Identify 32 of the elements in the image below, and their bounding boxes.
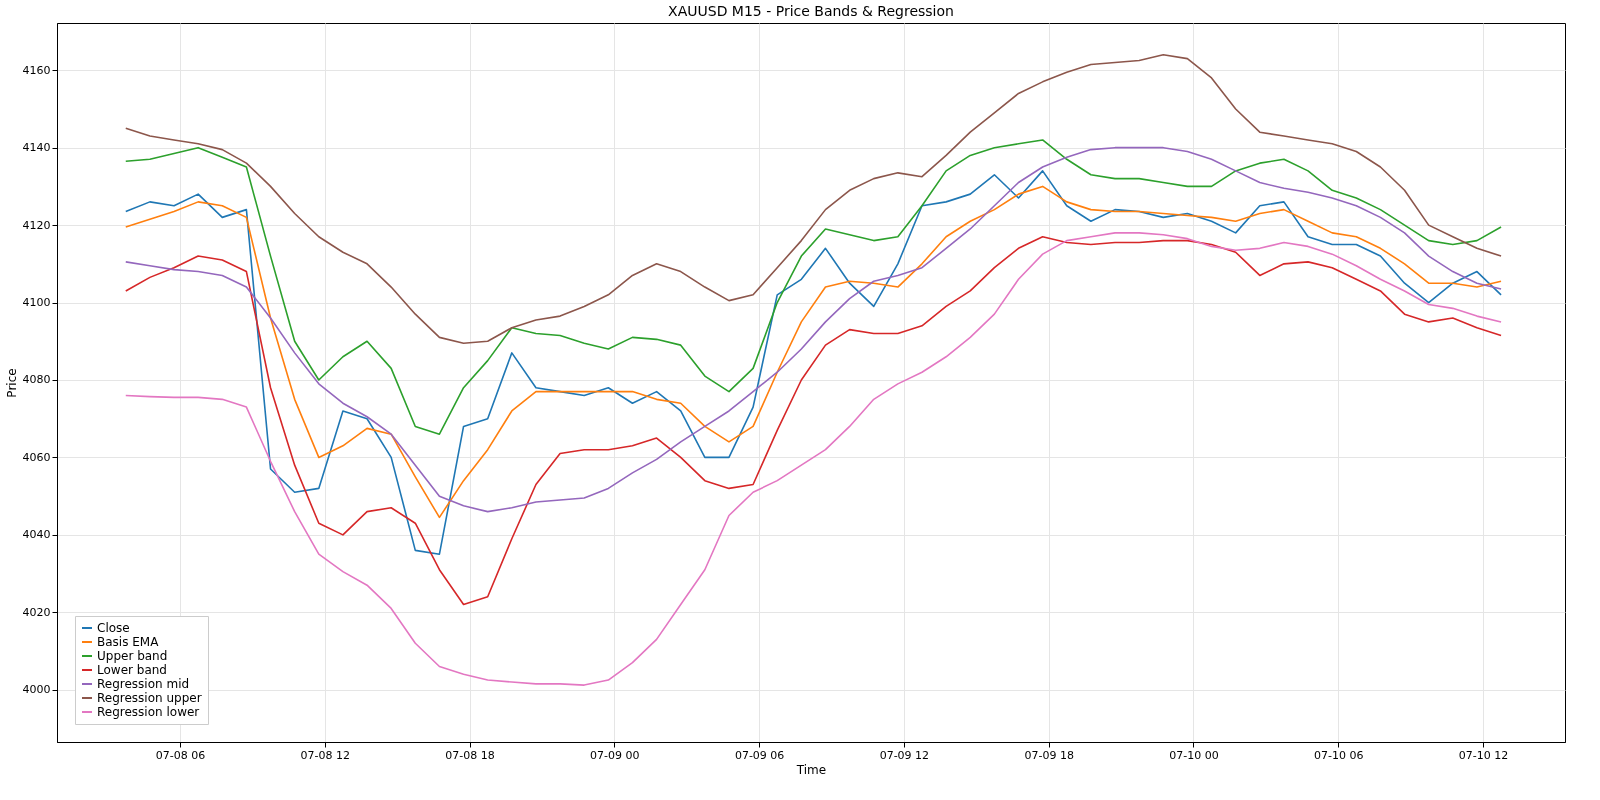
legend-label: Close [97, 621, 130, 635]
legend-label: Upper band [97, 649, 168, 663]
y-tick-label: 4020 [22, 605, 51, 619]
y-tick-label: 4060 [22, 450, 51, 464]
x-tick-label: 07-10 06 [1313, 748, 1364, 762]
x-tick-label: 07-09 06 [734, 748, 785, 762]
y-tick-label: 4120 [22, 218, 51, 232]
y-tick-label: 4160 [22, 63, 51, 77]
x-tick-label: 07-09 00 [590, 748, 640, 762]
y-tick-label: 4080 [22, 373, 51, 387]
y-tick-label: 4140 [22, 141, 51, 155]
chart-title: XAUUSD M15 - Price Bands & Regression [668, 3, 954, 19]
x-tick-label: 07-09 12 [879, 748, 930, 762]
x-tick-label: 07-10 12 [1458, 748, 1509, 762]
x-tick-label: 07-08 18 [445, 748, 495, 762]
line-series [124, 235, 1502, 606]
y-axis-title: Price [4, 368, 19, 398]
x-tick-label: 07-08 06 [155, 748, 206, 762]
x-tick-label: 07-09 18 [1024, 748, 1074, 762]
legend-label: Regression upper [97, 691, 202, 705]
line-series [124, 53, 1502, 344]
legend-label: Basis EMA [97, 635, 160, 649]
y-tick-label: 4100 [22, 296, 51, 310]
x-tick-label: 07-10 00 [1169, 748, 1219, 762]
y-tick-label: 4000 [22, 683, 51, 697]
legend-label: Regression mid [97, 677, 190, 691]
x-tick-label: 07-08 12 [300, 748, 351, 762]
y-tick-label: 4040 [22, 528, 51, 542]
x-axis-title: Time [795, 762, 827, 777]
legend-label: Lower band [97, 663, 167, 677]
line-series [124, 139, 1502, 435]
legend-label: Regression lower [97, 705, 200, 719]
